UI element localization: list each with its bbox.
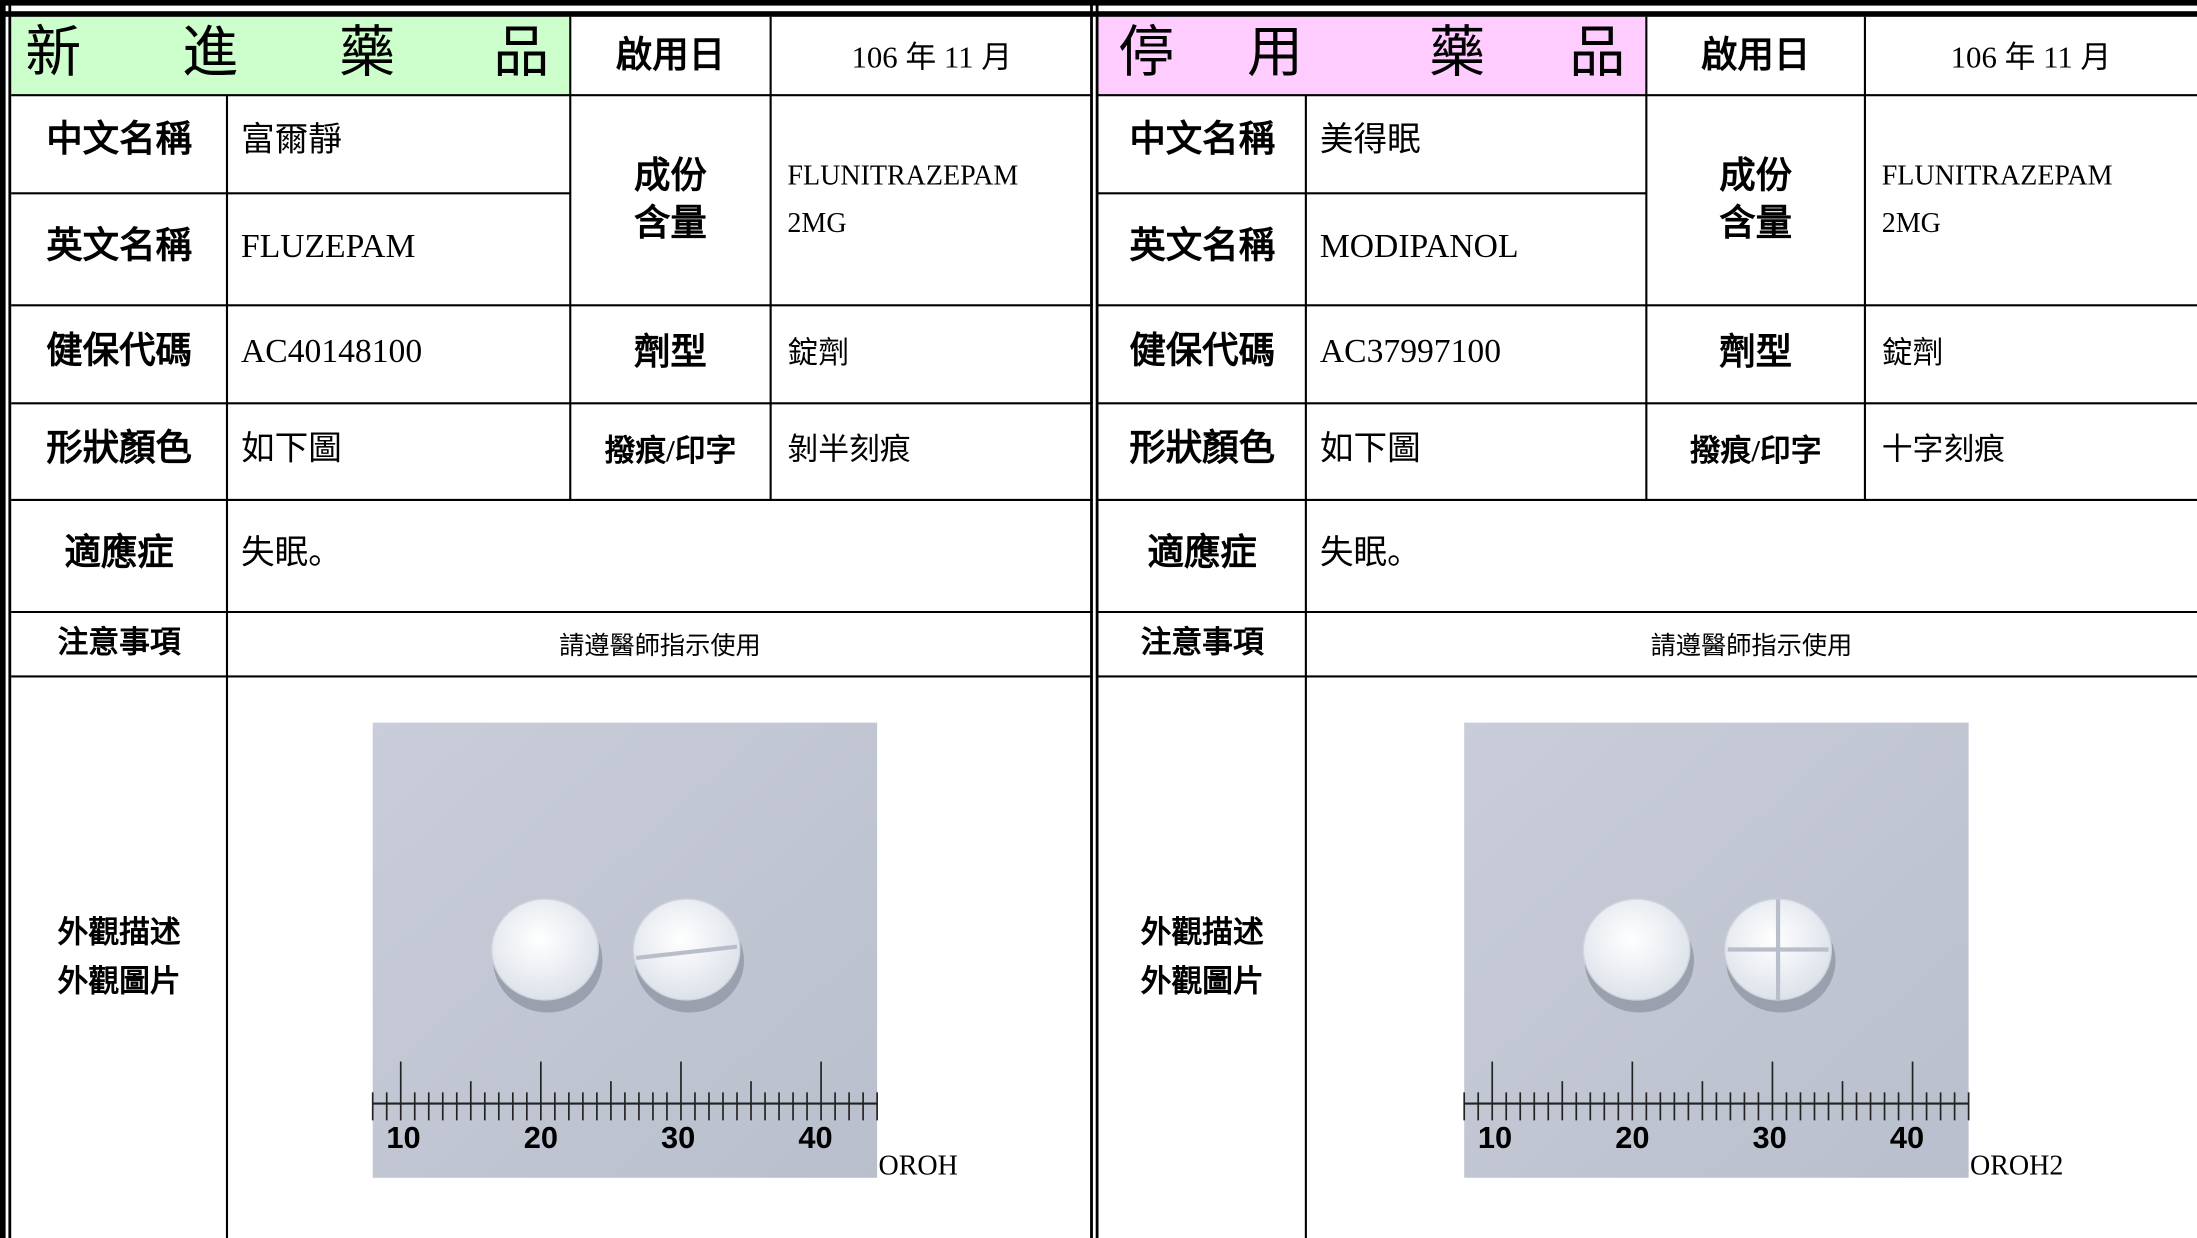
field-label: 含量 <box>634 203 707 243</box>
field-label: 注意事項 <box>57 625 180 660</box>
field-label: 適應症 <box>1148 531 1257 572</box>
field-label: 撥痕/印字 <box>1690 433 1822 468</box>
field-label: 劑型 <box>1719 332 1792 372</box>
field-value: 錠劑 <box>1882 336 1944 370</box>
field-label: 劑型 <box>634 332 707 372</box>
title-cell <box>1098 16 1647 96</box>
field-value: 失眠。 <box>241 534 342 572</box>
title-char: 品 <box>493 23 549 85</box>
field-label: 外觀圖片 <box>57 965 180 999</box>
field-label: 外觀圖片 <box>1141 965 1264 999</box>
field-label: 形狀顏色 <box>46 428 192 468</box>
field-value: 請遵醫師指示使用 <box>1651 632 1853 660</box>
field-label: 英文名稱 <box>1129 226 1275 266</box>
ruler-label: 10 <box>1478 1120 1512 1155</box>
field-value: FLUNITRAZEPAM <box>787 160 1018 191</box>
field-value: 剝半刻痕 <box>787 432 910 466</box>
pill-score <box>635 944 738 960</box>
field-label: 含量 <box>1719 203 1792 243</box>
field-value: FLUNITRAZEPAM <box>1882 160 2113 191</box>
field-value: 如下圖 <box>241 429 342 467</box>
field-label: 成份 <box>634 156 707 196</box>
field-label: 適應症 <box>64 531 173 572</box>
start-date: 106 年 11 月 <box>851 40 1012 74</box>
field-value: 如下圖 <box>1320 429 1421 467</box>
field-value: 2MG <box>787 208 846 239</box>
pill <box>1582 898 1691 1001</box>
ruler-label: 40 <box>1890 1120 1924 1155</box>
field-value: 請遵醫師指示使用 <box>559 632 761 660</box>
frame-border <box>0 0 6 1238</box>
field-label: 英文名稱 <box>46 226 192 266</box>
photo-code: OROH2 <box>1970 1150 2063 1181</box>
title-char: 進 <box>182 23 238 85</box>
field-label: 外觀描述 <box>1141 916 1264 950</box>
field-value: AC37997100 <box>1320 333 1501 370</box>
field-value: 失眠。 <box>1320 534 1421 572</box>
ruler-label: 10 <box>386 1120 420 1155</box>
title-char: 藥 <box>339 23 395 85</box>
field-value: MODIPANOL <box>1320 228 1519 265</box>
field-label: 形狀顏色 <box>1129 428 1275 468</box>
ruler-label: 30 <box>1753 1120 1787 1155</box>
field-value: 十字刻痕 <box>1882 432 2005 466</box>
title-cell <box>11 16 571 96</box>
frame-border <box>1090 0 1093 1238</box>
field-label: 中文名稱 <box>1129 119 1275 159</box>
title-char: 停 <box>1118 23 1174 85</box>
title-char: 用 <box>1247 23 1303 85</box>
pill <box>632 898 741 1001</box>
pill <box>491 898 599 1001</box>
ruler-label: 20 <box>1615 1120 1649 1155</box>
title-char: 藥 <box>1429 23 1485 85</box>
field-label: 中文名稱 <box>46 119 192 159</box>
field-label: 健保代碼 <box>1129 331 1275 371</box>
ruler-label: 30 <box>661 1120 695 1155</box>
field-label: 健保代碼 <box>46 331 192 371</box>
field-value: 美得眠 <box>1320 121 1421 159</box>
field-value: 2MG <box>1882 208 1941 239</box>
field-value: 富爾靜 <box>241 121 342 159</box>
field-value: FLUZEPAM <box>241 228 415 265</box>
title-char: 新 <box>25 23 81 85</box>
start-label: 啟用日 <box>616 35 725 75</box>
frame-border <box>1095 0 1099 1238</box>
field-label: 外觀描述 <box>57 916 180 950</box>
photo-code: OROH <box>879 1150 958 1181</box>
ruler-label: 20 <box>524 1120 558 1155</box>
title-char: 品 <box>1569 23 1625 85</box>
field-label: 注意事項 <box>1141 625 1264 660</box>
frame-border <box>8 0 12 1238</box>
start-date: 106 年 11 月 <box>1951 40 2112 74</box>
field-value: AC40148100 <box>241 333 422 370</box>
field-label: 成份 <box>1719 156 1792 196</box>
field-value: 錠劑 <box>787 336 849 370</box>
field-label: 撥痕/印字 <box>605 433 737 468</box>
start-label: 啟用日 <box>1701 35 1810 75</box>
ruler-label: 40 <box>798 1120 832 1155</box>
